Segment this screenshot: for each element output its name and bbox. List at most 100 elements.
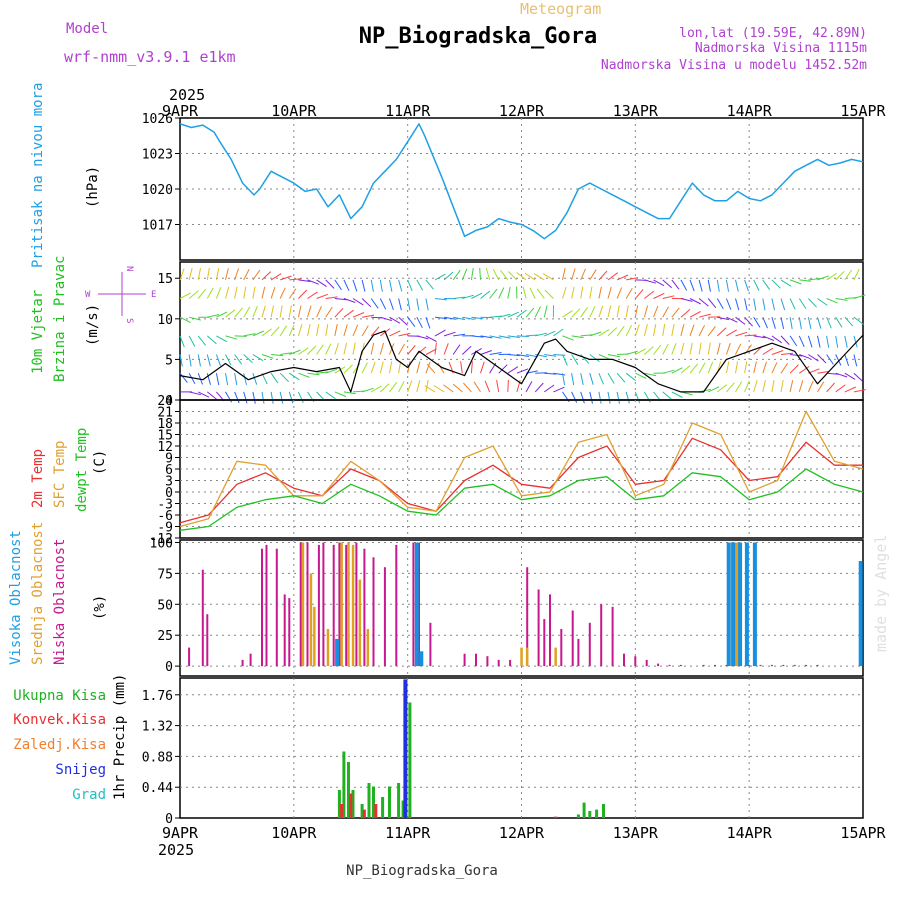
wind-arrow — [542, 273, 554, 281]
wind-arrow — [489, 352, 502, 355]
wind-arrow — [197, 288, 207, 299]
wind-arrow — [489, 335, 502, 339]
wind-arrow — [762, 347, 774, 355]
wind-arrow — [853, 294, 866, 299]
wind-arrow — [361, 342, 365, 355]
bottom-date-label: 15APR — [840, 824, 886, 842]
top-time-axis: 9APR 10APR 11APR 12APR 13APR 14APR 15APR — [162, 102, 887, 120]
wind-arrow — [270, 286, 276, 299]
wind-arrow — [698, 342, 702, 355]
wind-arrow — [516, 335, 529, 337]
compass-north: N — [124, 266, 134, 271]
wind-arrow — [234, 286, 238, 299]
wind-arrow — [243, 391, 248, 404]
pressure-label: Pritisak na nivou mora — [30, 83, 46, 268]
cloud-high-bar — [419, 651, 424, 667]
wind-arrow — [407, 316, 416, 328]
model-altitude-label: Nadmorska Visina u modelu 1452.52m — [601, 58, 867, 73]
bottom-date-label: 13APR — [613, 824, 659, 842]
wind-arrow — [379, 298, 387, 310]
station-title: NP_Biogradska_Gora — [359, 24, 597, 49]
wind-arrow — [562, 310, 573, 318]
wind-arrow — [726, 316, 738, 323]
wind-arrow — [461, 345, 472, 355]
wind-arrow — [716, 327, 727, 337]
wind-arrow — [698, 313, 711, 318]
cloud-mid-bar — [734, 542, 737, 667]
wind-arrow — [689, 342, 693, 355]
wind-arrow — [571, 268, 576, 281]
wind-arrow — [799, 365, 810, 374]
bottom-date-label: 11APR — [385, 824, 431, 842]
top-date-label: 13APR — [613, 102, 659, 120]
wind-arrow — [580, 354, 590, 364]
wind-arrow — [261, 328, 272, 337]
cloud-mid-bar — [366, 629, 370, 667]
wind-arrow — [771, 380, 775, 392]
wind-arrow — [243, 333, 256, 337]
wind-arrow — [325, 279, 335, 289]
wind-arrow — [270, 305, 274, 318]
wind-arrow — [343, 298, 356, 303]
temperature-ytick-label: -3 — [157, 498, 173, 513]
top-date-label: 15APR — [840, 102, 886, 120]
precip-legend: Ukupna Kisa Konvek.Kisa Zaledj.Kisa Snij… — [13, 688, 106, 803]
wind-arrow — [698, 362, 706, 374]
wind-arrow — [307, 372, 320, 376]
wind-arrow — [835, 372, 848, 378]
wind-arrow — [525, 307, 535, 318]
wind-arrow — [553, 354, 566, 356]
wind-arrow — [297, 305, 302, 318]
wind-arrow — [460, 361, 463, 374]
cloud-unit: (%) — [92, 595, 108, 620]
wind-arrow — [207, 314, 220, 318]
cloud-low-bar — [657, 663, 660, 667]
cloud-label-3: Niska Oblacnost — [52, 539, 68, 665]
wind-arrow — [716, 342, 721, 355]
wind-arrow — [780, 362, 789, 374]
wind-arrow — [653, 279, 665, 287]
wind-arrow — [534, 306, 542, 318]
lonlat-label: lon,lat (19.59E, 42.89N) — [679, 26, 867, 41]
wind-arrow — [443, 343, 449, 355]
wind-arrow — [334, 342, 339, 355]
wind-arrow — [799, 354, 811, 360]
wind-arrow — [216, 335, 228, 343]
wind-arrow — [270, 326, 280, 337]
wind-arrow — [807, 335, 813, 348]
wind-arrow — [671, 307, 680, 318]
wind-arrow — [316, 305, 322, 318]
wind-arrow — [280, 352, 293, 355]
year-label-bottom: 2025 — [158, 841, 194, 859]
wind-arrow — [625, 324, 633, 337]
cloud-low-bar — [748, 664, 751, 667]
wind-arrow — [507, 286, 511, 299]
wind-arrow — [389, 279, 393, 292]
temp-unit: (C) — [92, 450, 108, 475]
wind-arrow — [492, 268, 500, 281]
wind-arrow — [316, 324, 320, 336]
wind-arrow — [571, 373, 575, 386]
wind-arrow — [826, 298, 838, 304]
wind-arrow — [571, 286, 575, 299]
wind-arrow — [589, 286, 593, 299]
precip-total-bar — [381, 797, 385, 818]
wind-panel: 0 5 10 15 — [157, 261, 866, 409]
cloud-high-bar — [731, 542, 736, 667]
wind-arrow — [484, 380, 491, 393]
cloud-low-bar — [549, 594, 551, 667]
wind-arrow — [607, 272, 618, 281]
cloud-mid-bar — [309, 573, 313, 667]
wind-arrow — [589, 391, 593, 404]
wind-arrow — [270, 391, 274, 404]
wind-arrow — [580, 286, 584, 299]
cloud-low-bar — [623, 653, 625, 667]
wind-arrow — [443, 384, 454, 393]
wind-arrow — [453, 316, 466, 321]
wind-arrow — [625, 372, 637, 381]
precip-total-bar — [397, 783, 401, 818]
wind-arrow — [215, 373, 220, 386]
cloud-low-bar — [317, 544, 320, 667]
pressure-ytick-label: 1023 — [142, 148, 173, 163]
wind-arrow — [352, 279, 358, 292]
